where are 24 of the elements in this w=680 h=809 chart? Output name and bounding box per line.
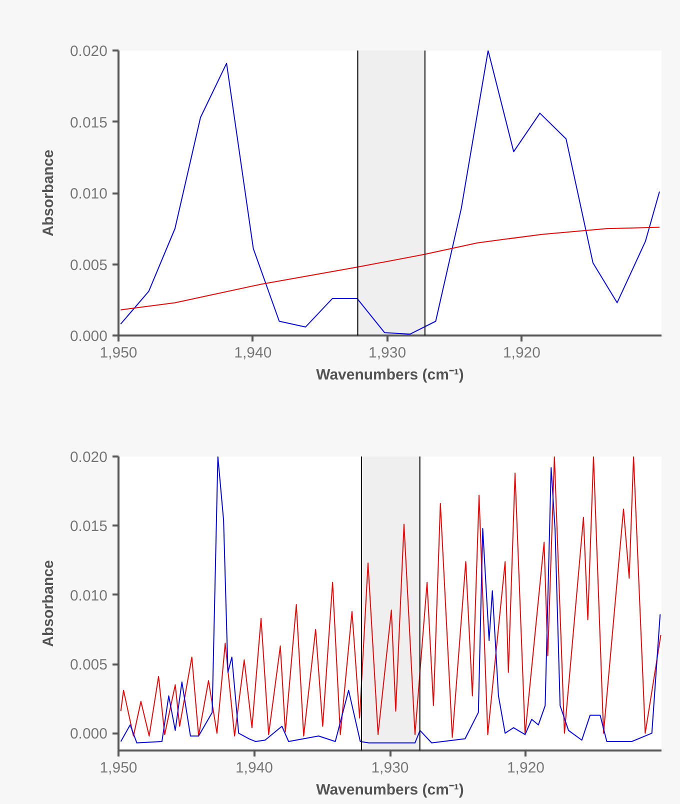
line-series xyxy=(120,50,660,335)
x-tick-label: 1,930 xyxy=(368,344,406,362)
y-axis-title: Absorbance xyxy=(40,560,57,647)
x-tick-label: 1,950 xyxy=(100,760,138,776)
x-tick-label: 1,920 xyxy=(506,760,545,776)
y-axis-title: Absorbance xyxy=(40,150,57,236)
x-axis-title: Wavenumbers (cm⁻¹) xyxy=(316,782,464,798)
y-tick-label: 0.005 xyxy=(70,256,108,274)
x-tick-label: 1,950 xyxy=(100,344,138,362)
y-tick-label: 0.005 xyxy=(70,656,108,674)
y-tick-label: 0.020 xyxy=(70,449,108,466)
x-tick-label: 1,920 xyxy=(502,344,540,362)
x-axis-title: Wavenumbers (cm⁻¹) xyxy=(316,366,464,384)
y-tick-label: 0.000 xyxy=(70,726,108,743)
line-series xyxy=(120,226,660,310)
y-tick-label: 0.020 xyxy=(70,43,108,60)
x-tick-label: 1,940 xyxy=(234,344,272,362)
y-tick-label: 0.015 xyxy=(70,114,108,132)
y-tick-label: 0.000 xyxy=(70,328,108,345)
x-tick-label: 1,940 xyxy=(235,760,274,776)
y-tick-label: 0.010 xyxy=(70,186,108,202)
y-tick-label: 0.015 xyxy=(70,518,108,536)
x-tick-label: 1,930 xyxy=(371,760,409,776)
y-tick-label: 0.010 xyxy=(70,587,108,604)
